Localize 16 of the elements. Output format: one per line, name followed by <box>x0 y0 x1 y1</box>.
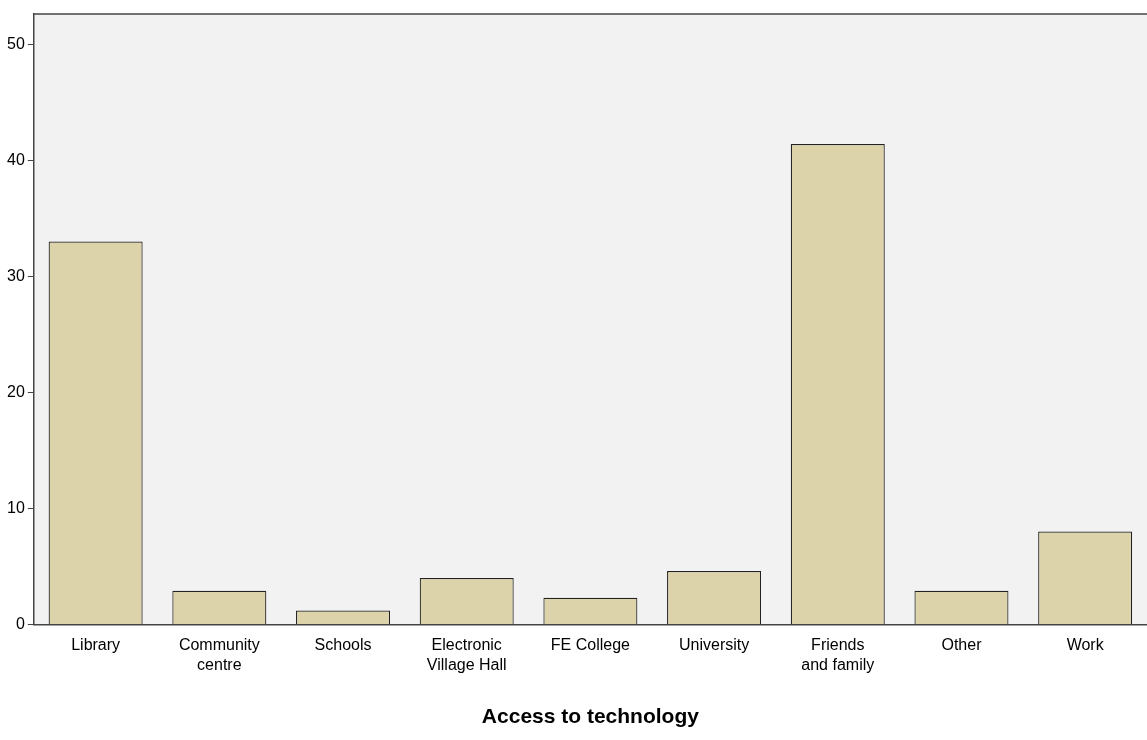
x-tick-label: Community centre <box>178 636 260 673</box>
x-tick-label: Library <box>71 636 121 654</box>
x-tick-label: Friends and family <box>801 636 875 673</box>
x-tick-label: Schools <box>314 636 372 654</box>
y-tick-label: 50 <box>7 34 25 52</box>
y-tick-label: 10 <box>7 498 25 516</box>
y-tick-label: 0 <box>15 614 25 632</box>
y-tick-label: 40 <box>7 150 25 168</box>
x-tick-label: University <box>678 636 750 654</box>
x-tick-label: Work <box>1066 636 1105 654</box>
y-tick-label: 30 <box>7 266 25 284</box>
y-tick-label: 20 <box>7 382 25 400</box>
x-tick-label: Other <box>941 636 983 654</box>
x-axis-title: Access to technology <box>481 704 700 728</box>
x-tick-label: Electronic Village Hall <box>426 636 507 673</box>
x-tick-label: FE College <box>550 636 631 654</box>
